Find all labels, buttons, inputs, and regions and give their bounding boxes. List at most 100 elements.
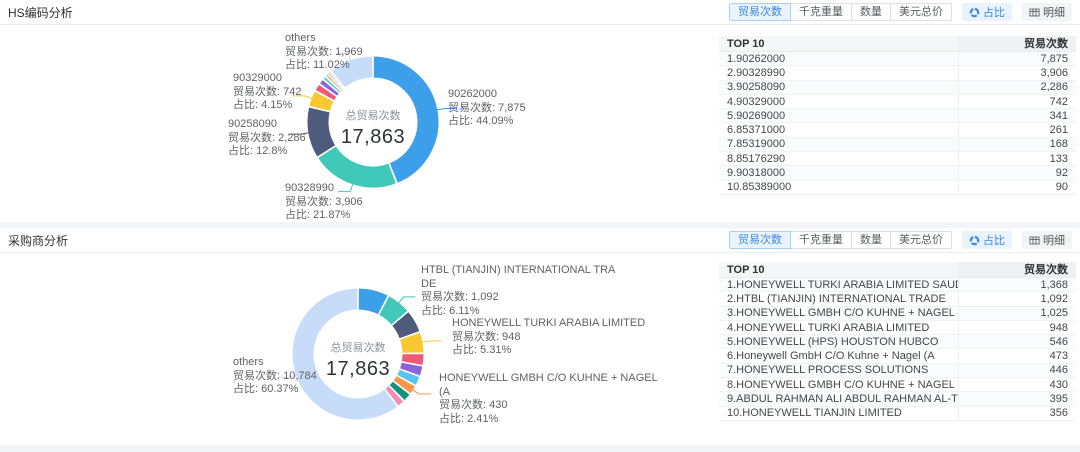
- donut-slice[interactable]: [308, 90, 335, 113]
- table-cell-value: 90: [958, 180, 1076, 195]
- donut-center-label: 总贸易次数 17,863: [298, 339, 418, 381]
- table-cell-value: 3,906: [958, 65, 1076, 80]
- donut-slice[interactable]: [388, 380, 411, 402]
- table-cell-value: 7,875: [958, 51, 1076, 66]
- toggle-label: 明细: [1043, 235, 1065, 247]
- card-body: 总贸易次数 17,863 HTBL (TIANJIN) INTERNATIONA…: [0, 253, 1080, 445]
- table-cell-item: 4.90329000: [727, 95, 786, 108]
- callout-line: 占比: 44.09%: [448, 115, 514, 127]
- col-header-trade-count: 贸易次数: [958, 36, 1076, 51]
- leader-line: [338, 182, 354, 192]
- view-toggle-detail[interactable]: 明细: [1022, 3, 1072, 21]
- card-body: 总贸易次数 17,863 others 贸易次数: 1,969 占比: 11.0…: [0, 25, 1080, 222]
- segment-trade-count[interactable]: 贸易次数: [729, 3, 791, 21]
- donut-slice[interactable]: [398, 361, 424, 377]
- segment-usd-total[interactable]: 美元总价: [890, 3, 952, 21]
- table-row[interactable]: 4.90329000 742: [719, 94, 1076, 110]
- leader-line: [435, 108, 457, 111]
- callout-line: 贸易次数: 7,875: [448, 101, 526, 114]
- callout-line: 贸易次数: 742: [233, 85, 302, 98]
- segment-quantity[interactable]: 数量: [851, 231, 891, 249]
- table-cell-item: 10.HONEYWELL TIANJIN LIMITED: [727, 407, 902, 420]
- donut-slice[interactable]: [377, 295, 409, 326]
- chart-callout-90258090: 90258090 贸易次数: 2,286 占比: 12.8%: [228, 118, 306, 159]
- chart-callout-turki-arabia: HONEYWELL TURKI ARABIA LIMITED 贸易次数: 948…: [452, 317, 645, 358]
- donut-slice[interactable]: [400, 353, 425, 367]
- callout-line: 贸易次数: 2,286: [228, 131, 306, 144]
- segment-kg-weight[interactable]: 千克重量: [790, 231, 852, 249]
- chart-callout-gmbh-kuhne-nagel: HONEYWELL GMBH C/O KUHNE + NAGEL (A 贸易次数…: [439, 372, 658, 426]
- table-row[interactable]: 3.HONEYWELL GMBH C/O KUHNE + NAGEL 1,025: [719, 306, 1076, 321]
- table-row[interactable]: 4.HONEYWELL TURKI ARABIA LIMITED 948: [719, 320, 1076, 336]
- view-toggle-proportion[interactable]: 占比: [962, 231, 1012, 249]
- center-title: 总贸易次数: [330, 342, 386, 354]
- table-row[interactable]: 2.HTBL (TIANJIN) INTERNATIONAL TRADE 1,09…: [719, 291, 1076, 307]
- view-toggle-detail[interactable]: 明细: [1022, 231, 1072, 249]
- table-cell-value: 1,092: [958, 291, 1076, 306]
- table-row[interactable]: 6.85371000 261: [719, 123, 1076, 138]
- segment-quantity[interactable]: 数量: [851, 3, 891, 21]
- table-row[interactable]: 8.HONEYWELL GMBH C/O KUHNE + NAGEL (A 430: [719, 377, 1076, 393]
- table-cell-item: 5.90269000: [727, 109, 786, 122]
- leader-line: [420, 340, 442, 344]
- callout-line: HONEYWELL TURKI ARABIA LIMITED: [452, 317, 646, 329]
- callout-line: 占比: 5.31%: [452, 344, 512, 356]
- table-row[interactable]: 7.HONEYWELL PROCESS SOLUTIONS 446: [719, 363, 1076, 379]
- donut-slice[interactable]: [291, 287, 399, 421]
- table-row[interactable]: 7.85319000 168: [719, 137, 1076, 153]
- table-cell-value: 261: [958, 123, 1076, 138]
- donut-slice[interactable]: [318, 78, 341, 98]
- donut-slice[interactable]: [357, 287, 389, 316]
- table-icon: [1029, 8, 1040, 16]
- toolbar: 贸易次数 千克重量 数量 美元总价 占比 明细: [729, 3, 1072, 21]
- donut-slice[interactable]: [306, 106, 337, 158]
- table-row[interactable]: 9.90318000 92: [719, 166, 1076, 181]
- table-row[interactable]: 5.90269000 341: [719, 108, 1076, 124]
- callout-line: 占比: 2.41%: [439, 412, 499, 425]
- segment-trade-count[interactable]: 贸易次数: [729, 231, 791, 249]
- view-toggle-proportion[interactable]: 占比: [962, 3, 1012, 21]
- table-cell-value: 473: [958, 349, 1076, 364]
- table-cell-item: 2.90328990: [727, 66, 786, 79]
- donut-slice[interactable]: [392, 374, 417, 395]
- table-row[interactable]: 1.90262000 7,875: [719, 51, 1076, 67]
- table-row[interactable]: 2.90328990 3,906: [719, 65, 1076, 81]
- top10-table: TOP 10 贸易次数 1.HONEYWELL TURKI ARABIA LIM…: [719, 262, 1076, 421]
- table-body: 1.90262000 7,875 2.90328990 3,906 3.90258090…: [719, 51, 1076, 195]
- table-cell-item: 3.HONEYWELL GMBH C/O KUHNE + NAGEL: [727, 307, 955, 320]
- callout-line: 占比: 11.02%: [285, 59, 350, 71]
- table-row[interactable]: 3.90258090 2,286: [719, 80, 1076, 95]
- donut-chart: [276, 287, 442, 421]
- table-cell-value: 430: [958, 377, 1076, 392]
- segment-kg-weight[interactable]: 千克重量: [790, 3, 852, 21]
- table-row[interactable]: 6.Honeywell GmbH C/O Kuhne + Nagel (A 473: [719, 349, 1076, 364]
- chart-callout-90262000: 90262000 贸易次数: 7,875 占比: 44.09%: [448, 88, 526, 129]
- donut-slice[interactable]: [314, 83, 338, 102]
- callout-line: others: [233, 356, 264, 368]
- col-header-trade-count: 贸易次数: [958, 262, 1076, 277]
- donut-slice[interactable]: [322, 75, 342, 94]
- leader-line: [289, 132, 310, 135]
- table-row[interactable]: 5.HONEYWELL (HPS) HOUSTON HUBCO 546: [719, 334, 1076, 350]
- donut-slice[interactable]: [390, 310, 421, 340]
- table-cell-item: 7.85319000: [727, 138, 786, 151]
- donut-chart-icon: [969, 7, 980, 17]
- donut-slice[interactable]: [398, 331, 425, 354]
- donut-slice[interactable]: [372, 55, 440, 184]
- segment-usd-total[interactable]: 美元总价: [890, 231, 952, 249]
- callout-line: 占比: 60.37%: [233, 383, 299, 395]
- table-row[interactable]: 8.85176290 133: [719, 151, 1076, 167]
- table-row[interactable]: 1.HONEYWELL TURKI ARABIA LIMITED SAUD 1,3…: [719, 277, 1076, 293]
- callout-line: 贸易次数: 10,784: [233, 369, 317, 382]
- table-row[interactable]: 10.HONEYWELL TIANJIN LIMITED 356: [719, 406, 1076, 421]
- table-row[interactable]: 10.85389000 90: [719, 180, 1076, 195]
- table-cell-value: 2,286: [958, 80, 1076, 95]
- table-cell-value: 546: [958, 334, 1076, 349]
- donut-slice[interactable]: [330, 55, 374, 89]
- leader-line: [292, 95, 314, 100]
- donut-slice[interactable]: [395, 368, 421, 387]
- donut-slice[interactable]: [316, 145, 398, 189]
- toggle-label: 占比: [983, 235, 1005, 247]
- table-row[interactable]: 9.ABDUL RAHMAN ALI ABDUL RAHMAN AL-TU 395: [719, 392, 1076, 407]
- donut-slice[interactable]: [384, 384, 405, 407]
